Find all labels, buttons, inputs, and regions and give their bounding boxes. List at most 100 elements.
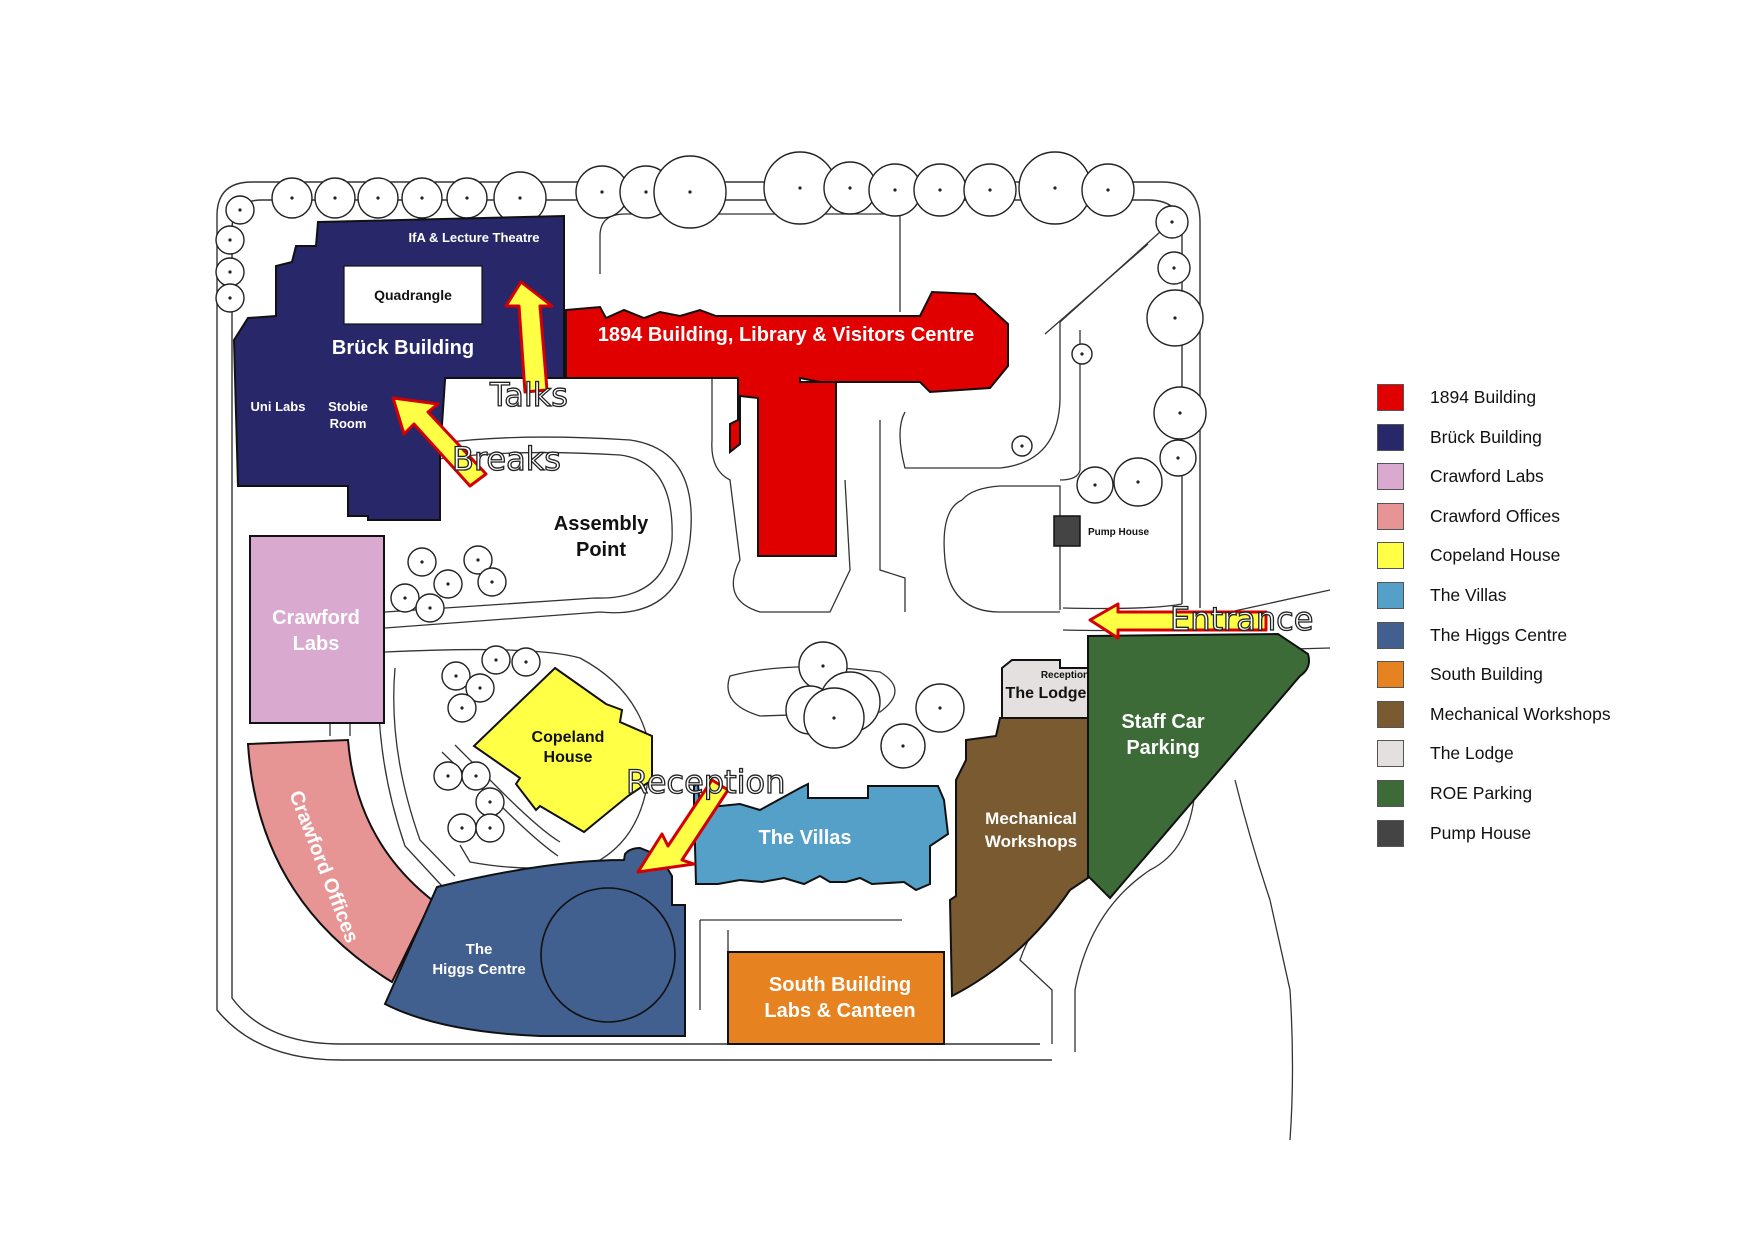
- legend-label: The Lodge: [1430, 743, 1514, 764]
- legend: 1894 Building Brück Building Crawford Labs…: [1377, 380, 1707, 855]
- tree-trunk: [228, 296, 232, 300]
- tree-trunk: [798, 186, 802, 190]
- label-higgs-1: The: [466, 941, 493, 958]
- legend-label: 1894 Building: [1430, 387, 1537, 407]
- trees: [215, 151, 1207, 843]
- legend-label: The Higgs Centre: [1430, 624, 1568, 645]
- tree-trunk: [938, 706, 942, 710]
- annotation-talks: Talks: [489, 376, 568, 414]
- reception-arrow: [636, 778, 730, 874]
- legend-item: Pump House: [1377, 816, 1707, 856]
- tree-trunk: [1172, 266, 1176, 270]
- arrows: [391, 280, 1268, 874]
- legend-swatch: [1377, 423, 1404, 451]
- tree-trunk: [376, 196, 380, 200]
- annotation-reception: Reception: [626, 763, 785, 801]
- label-mech-2: Workshops: [985, 832, 1077, 851]
- crawford-offices[interactable]: [246, 738, 434, 984]
- legend-swatch: [1377, 819, 1404, 847]
- legend-swatch: [1377, 463, 1404, 491]
- tree-trunk: [460, 826, 464, 830]
- tree-trunk: [420, 560, 424, 564]
- the-villas[interactable]: [693, 782, 950, 892]
- legend-item: The Lodge: [1377, 736, 1707, 776]
- tree-trunk: [403, 596, 407, 600]
- legend-label: The Villas: [1430, 584, 1507, 605]
- label-lodge: The Lodge: [1006, 685, 1087, 702]
- south-building[interactable]: [727, 951, 945, 1045]
- tree-trunk: [333, 196, 337, 200]
- tree-trunk: [228, 270, 232, 274]
- legend-label: Crawford Offices: [1430, 505, 1560, 526]
- tree-trunk: [893, 188, 897, 192]
- tree-trunk: [1020, 444, 1024, 448]
- tree-trunk: [238, 208, 242, 212]
- label-south-1: South Building: [769, 974, 911, 996]
- tree-trunk: [446, 582, 450, 586]
- tree-trunk: [1080, 352, 1084, 356]
- tree-trunk: [1136, 480, 1140, 484]
- legend-item: Copeland House: [1377, 538, 1707, 578]
- legend-item: Crawford Offices: [1377, 499, 1707, 539]
- label-pump: Pump House: [1088, 527, 1150, 538]
- label-higgs-2: Higgs Centre: [432, 961, 525, 978]
- legend-item: Crawford Labs: [1377, 459, 1707, 499]
- legend-swatch: [1377, 502, 1404, 530]
- label-mech-1: Mechanical: [985, 809, 1077, 828]
- tree-trunk: [848, 186, 852, 190]
- legend-item: ROE Parking: [1377, 776, 1707, 816]
- mechanical-workshops[interactable]: [948, 717, 1089, 998]
- staff-car-parking[interactable]: [1087, 632, 1310, 900]
- tree-trunk: [488, 800, 492, 804]
- label-assembly-1: Assembly: [554, 513, 649, 535]
- tree-trunk: [460, 706, 464, 710]
- label-lodge-reception: Reception: [1041, 670, 1089, 681]
- quadrangle: [343, 265, 483, 325]
- crawford-labs[interactable]: [249, 535, 385, 724]
- tree-trunk: [1176, 456, 1180, 460]
- tree-trunk: [832, 716, 836, 720]
- tree-trunk: [1178, 411, 1182, 415]
- label-staff-1: Staff Car: [1121, 711, 1205, 733]
- label-copeland-2: House: [544, 749, 593, 766]
- tree-trunk: [476, 558, 480, 562]
- tree-trunk: [488, 826, 492, 830]
- label-ifa: IfA & Lecture Theatre: [409, 230, 540, 245]
- annotation-breaks: Breaks: [452, 440, 561, 478]
- legend-label: Pump House: [1430, 822, 1532, 843]
- building-1894[interactable]: [565, 290, 1009, 557]
- tree-trunk: [988, 188, 992, 192]
- the-lodge[interactable]: [1001, 659, 1089, 719]
- legend-item: Mechanical Workshops: [1377, 697, 1707, 737]
- label-crawford-labs-2: Labs: [293, 633, 340, 655]
- tree-trunk: [938, 188, 942, 192]
- entrance-arrow: [1088, 602, 1268, 640]
- copeland-house[interactable]: [472, 666, 653, 834]
- legend-label: Copeland House: [1430, 545, 1561, 566]
- label-unilabs: Uni Labs: [251, 399, 306, 414]
- tree-trunk: [524, 660, 528, 664]
- tree-trunk: [490, 580, 494, 584]
- pump-house[interactable]: [1053, 515, 1081, 547]
- annotations: Talks Breaks Entrance Reception: [451, 375, 1314, 801]
- tree-trunk: [821, 664, 825, 668]
- tree-trunk: [420, 196, 424, 200]
- tree-trunk: [644, 190, 648, 194]
- higgs-dome: [540, 887, 676, 1023]
- label-1894: 1894 Building, Library & Visitors Centre: [598, 324, 974, 346]
- label-south-2: Labs & Canteen: [764, 1000, 915, 1022]
- label-assembly-2: Point: [576, 539, 626, 561]
- legend-swatch: [1377, 621, 1404, 649]
- legend-item: The Higgs Centre: [1377, 618, 1707, 658]
- annotation-entrance: Entrance: [1170, 600, 1313, 638]
- label-copeland-1: Copeland: [532, 729, 605, 746]
- tree-trunk: [600, 190, 604, 194]
- legend-swatch: [1377, 661, 1404, 689]
- legend-label: South Building: [1430, 664, 1543, 685]
- higgs-centre[interactable]: [383, 846, 686, 1037]
- label-villas: The Villas: [758, 827, 851, 849]
- label-quadrangle: Quadrangle: [374, 287, 452, 303]
- tree-trunk: [465, 196, 469, 200]
- tree-trunk: [494, 658, 498, 662]
